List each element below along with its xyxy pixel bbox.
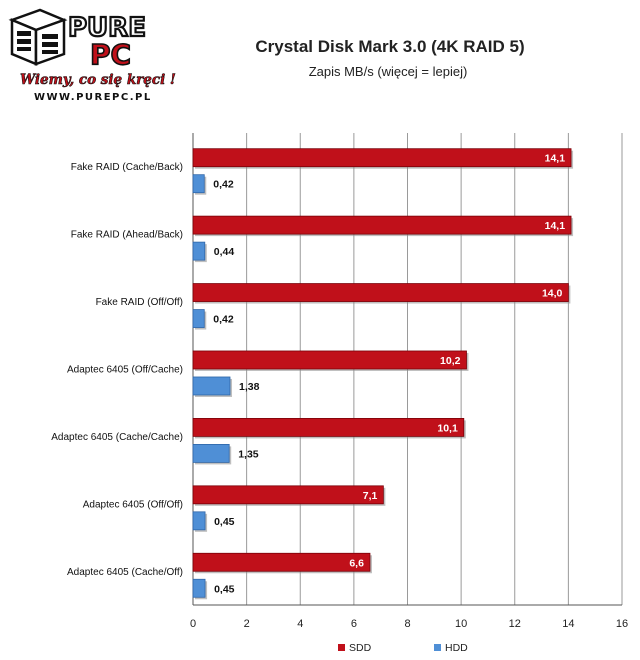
bar-sdd (192, 215, 572, 235)
cube-icon (8, 8, 68, 66)
legend: SDD HDD (338, 642, 468, 654)
bar-sdd (192, 485, 384, 505)
category-label: Adaptec 6405 (Off/Off) (83, 499, 183, 510)
legend-label: HDD (445, 642, 468, 654)
bar-sdd (192, 418, 465, 437)
bar-sdd (192, 283, 569, 302)
logo-brand-left: PURE (68, 13, 146, 43)
x-tick-label: 6 (351, 618, 357, 630)
category-label: Adaptec 6405 (Off/Cache) (67, 365, 183, 376)
purepc-logo: PURE PC Wiemy, co się kręci ! WWW.PUREPC… (8, 8, 176, 103)
x-tick-label: 12 (509, 618, 521, 630)
bar-hdd (192, 511, 206, 531)
category-label: Adaptec 6405 (Cache/Cache) (51, 432, 183, 443)
chart-title: Crystal Disk Mark 3.0 (4K RAID 5) (255, 37, 524, 56)
data-label: 14,0 (542, 288, 563, 300)
bar-sdd (192, 148, 572, 168)
x-tick-label: 16 (616, 618, 628, 630)
category-label: Fake RAID (Cache/Back) (71, 162, 183, 173)
data-label: 0,44 (214, 246, 235, 258)
data-label: 10,2 (440, 355, 461, 367)
bar-hdd (192, 578, 206, 598)
x-tick-label: 0 (190, 618, 196, 630)
x-tick-label: 14 (562, 618, 574, 630)
x-tick-label: 10 (455, 618, 467, 630)
bar-hdd (192, 174, 205, 194)
data-label: 6,6 (349, 557, 364, 569)
bar-hdd (192, 241, 206, 261)
legend-swatch (434, 644, 441, 651)
bar-hdd (192, 309, 205, 328)
data-label: 0,45 (214, 583, 235, 595)
bar-hdd (192, 376, 231, 396)
category-label: Fake RAID (Off/Off) (96, 297, 183, 308)
bar-sdd (192, 552, 371, 572)
plot-area: 0 2 4 6 8 10 12 14 16 Fake RAID (Cache/Back) 14,1 0… (51, 133, 628, 630)
data-label: 10,1 (437, 422, 458, 434)
legend-swatch (338, 644, 345, 651)
category-label: Fake RAID (Ahead/Back) (71, 230, 183, 241)
logo-brand-right: PC (90, 38, 131, 71)
data-label: 7,1 (363, 490, 378, 502)
x-tick-label: 4 (297, 618, 303, 630)
x-tick-label: 8 (404, 618, 410, 630)
data-label: 1,38 (239, 381, 260, 393)
data-label: 14,1 (545, 220, 566, 232)
data-label: 0,45 (214, 516, 235, 528)
logo-url: WWW.PUREPC.PL (34, 92, 152, 103)
bar-sdd (192, 350, 467, 370)
data-label: 0,42 (213, 314, 234, 326)
chart-subtitle: Zapis MB/s (więcej = lepiej) (309, 64, 468, 79)
bar-hdd (192, 444, 230, 463)
data-label: 1,35 (238, 448, 259, 460)
category-label: Adaptec 6405 (Cache/Off) (67, 567, 183, 578)
data-label: 0,42 (213, 179, 234, 191)
legend-label: SDD (349, 642, 372, 654)
x-tick-label: 2 (244, 618, 250, 630)
logo-slogan: Wiemy, co się kręci ! (20, 72, 176, 88)
data-label: 14,1 (545, 153, 566, 165)
